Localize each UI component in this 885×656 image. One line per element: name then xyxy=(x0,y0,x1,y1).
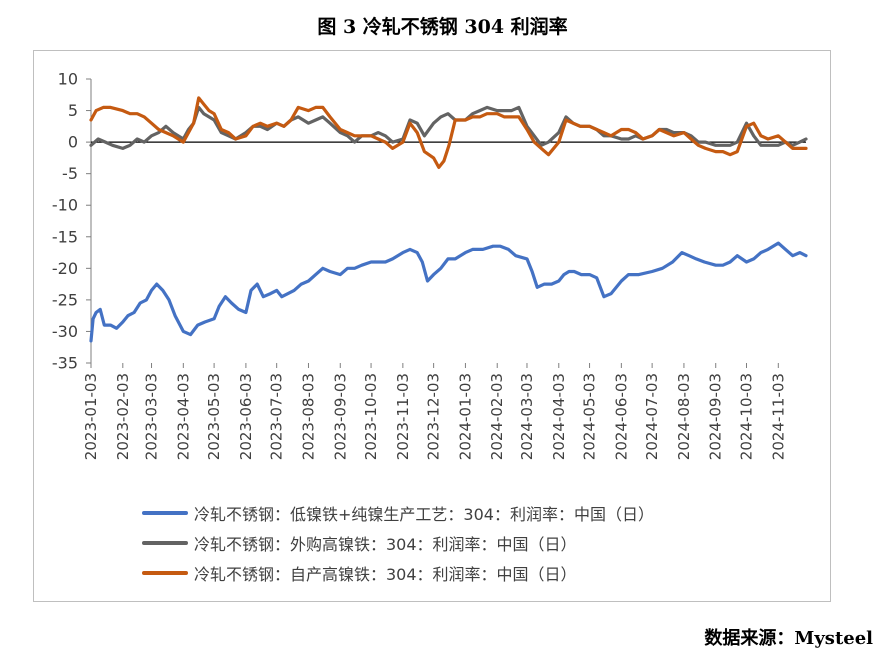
y-tick-label-1: 5 xyxy=(68,101,78,120)
x-tick-label-20: 2024-09-03 xyxy=(707,373,725,460)
y-tick-label-5: -15 xyxy=(52,227,78,246)
y-tick-label-2: 0 xyxy=(68,133,78,152)
x-tick-label-4: 2023-05-03 xyxy=(205,373,223,460)
x-tick-label-16: 2024-05-03 xyxy=(581,373,599,460)
x-tick-label-3: 2023-04-03 xyxy=(174,373,192,460)
y-tick-label-8: -30 xyxy=(52,322,78,341)
x-tick-label-15: 2024-04-03 xyxy=(550,373,568,460)
x-tick-label-17: 2024-06-03 xyxy=(612,373,630,460)
legend-label-series-3: 冷轧不锈钢：自产高镍铁：304：利润率：中国（日） xyxy=(194,565,577,584)
x-tick-label-8: 2023-09-03 xyxy=(331,373,349,460)
chart-title: 图 3 冷轧不锈钢 304 利润率 xyxy=(317,16,568,38)
x-tick-label-21: 2024-10-03 xyxy=(738,373,756,460)
y-tick-label-3: -5 xyxy=(62,164,78,183)
y-tick-label-4: -10 xyxy=(52,196,78,215)
x-tick-label-1: 2023-02-03 xyxy=(114,373,132,460)
x-tick-label-11: 2023-12-03 xyxy=(425,373,443,460)
legend-item-series-1[interactable]: 冷轧不锈钢：低镍铁+纯镍生产工艺：304：利润率：中国（日） xyxy=(142,501,654,525)
source-note: 数据来源：Mysteel xyxy=(704,628,873,649)
y-tick-label-6: -20 xyxy=(52,259,78,278)
x-tick-label-7: 2023-08-03 xyxy=(299,373,317,460)
x-tick-label-19: 2024-08-03 xyxy=(675,373,693,460)
y-tick-label-0: 10 xyxy=(58,70,78,89)
legend-swatch-series-1 xyxy=(142,511,188,515)
x-tick-label-9: 2023-10-03 xyxy=(362,373,380,460)
legend-swatch-series-2 xyxy=(142,541,188,545)
x-tick-label-22: 2024-11-03 xyxy=(769,373,787,460)
legend-item-series-2[interactable]: 冷轧不锈钢：外购高镍铁：304：利润率：中国（日） xyxy=(142,531,577,555)
x-tick-label-2: 2023-03-03 xyxy=(143,373,161,460)
x-tick-label-14: 2024-03-03 xyxy=(518,373,536,460)
x-tick-label-5: 2023-06-03 xyxy=(237,373,255,460)
x-tick-label-12: 2024-01-03 xyxy=(456,373,474,460)
x-tick-label-10: 2023-11-03 xyxy=(394,373,412,460)
legend-label-series-1: 冷轧不锈钢：低镍铁+纯镍生产工艺：304：利润率：中国（日） xyxy=(194,505,654,524)
x-tick-label-13: 2024-02-03 xyxy=(488,373,506,460)
y-tick-label-9: -35 xyxy=(52,354,78,373)
legend-swatch-series-3 xyxy=(142,571,188,575)
series-line-3 xyxy=(89,96,808,169)
series-line-1 xyxy=(89,241,808,343)
x-tick-label-18: 2024-07-03 xyxy=(643,373,661,460)
y-tick-label-7: -25 xyxy=(52,290,78,309)
legend-label-series-2: 冷轧不锈钢：外购高镍铁：304：利润率：中国（日） xyxy=(194,535,577,554)
x-tick-label-6: 2023-07-03 xyxy=(268,373,286,460)
chart-frame: 10 5 0 -5 -10 -15 -20 -25 -30 -35 2023-01-03 2023-0… xyxy=(33,50,831,602)
legend-item-series-3[interactable]: 冷轧不锈钢：自产高镍铁：304：利润率：中国（日） xyxy=(142,561,577,585)
x-tick-label-0: 2023-01-03 xyxy=(82,373,100,460)
